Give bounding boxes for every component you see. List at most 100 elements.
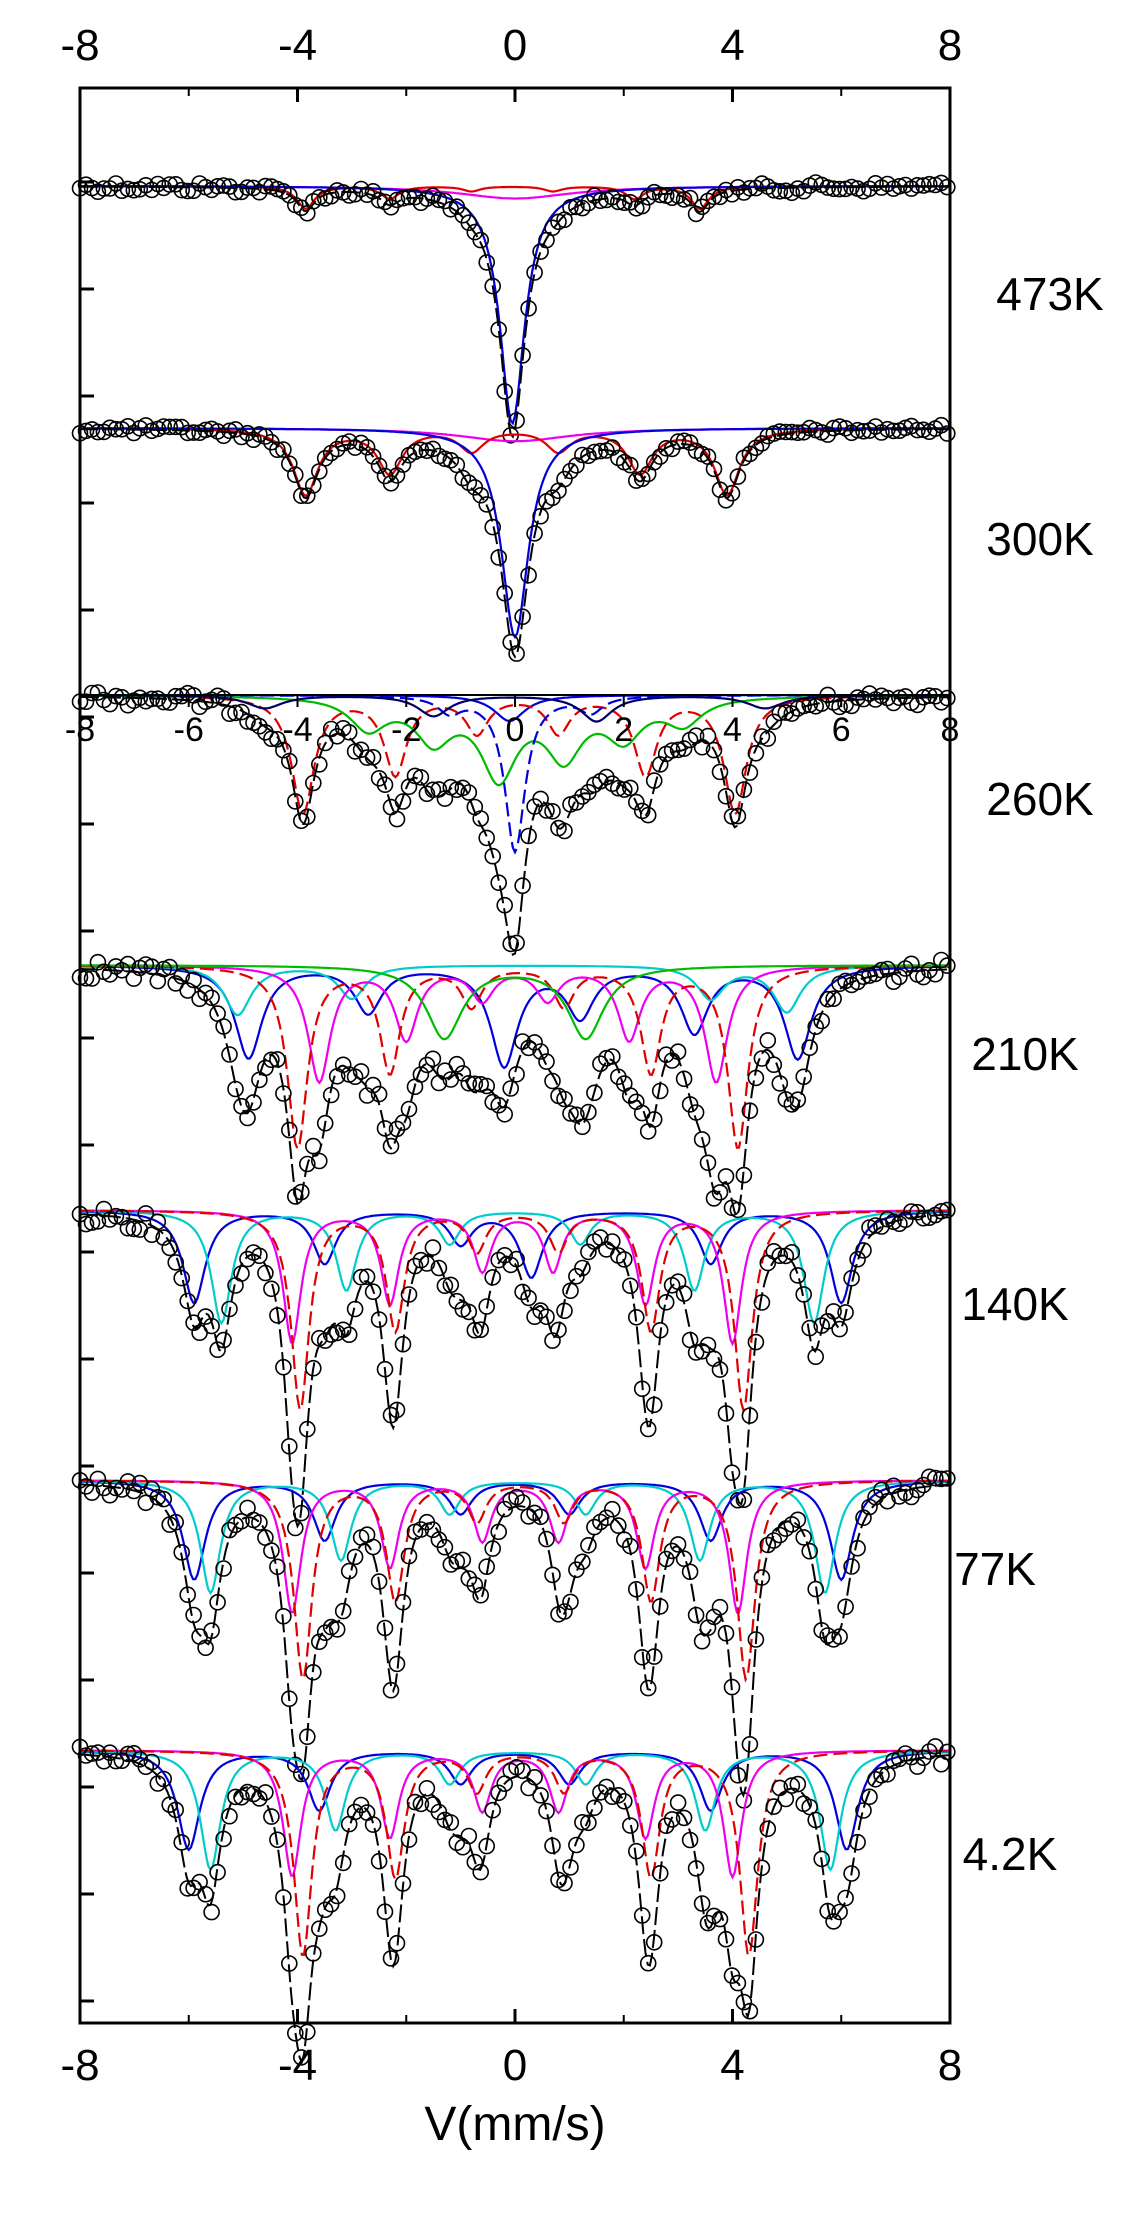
data-point	[472, 1321, 490, 1338]
data-point	[651, 1598, 669, 1615]
inset-tick-label: 8	[941, 711, 960, 749]
data-point	[867, 418, 884, 435]
x-tick-label-bottom: -4	[278, 2041, 317, 2090]
data-point	[400, 1547, 418, 1565]
data-point	[562, 199, 579, 216]
data-point	[382, 1681, 400, 1699]
x-tick-label-top: -8	[60, 21, 99, 70]
data-point	[639, 189, 657, 206]
data-point	[460, 784, 478, 801]
data-point	[245, 179, 262, 197]
data-point	[729, 1201, 747, 1219]
data-point	[334, 1854, 352, 1872]
data-point	[304, 477, 322, 494]
temperature-labels: 473K 300K 260K 210K 140K 77K 4.2K	[954, 268, 1104, 1880]
data-point	[765, 713, 783, 731]
data-point	[532, 507, 549, 525]
data-point	[89, 953, 107, 971]
data-point	[771, 183, 789, 200]
data-point	[137, 1758, 155, 1776]
data-point	[490, 1523, 508, 1541]
data-point	[221, 1046, 238, 1063]
inset-tick-label: 0	[506, 711, 525, 749]
data-point	[915, 1209, 932, 1227]
data-point	[269, 1051, 286, 1068]
data-point	[651, 1865, 669, 1882]
data-point	[669, 741, 687, 759]
data-point	[197, 1639, 214, 1657]
inset-tick-label: -8	[65, 711, 95, 749]
spectrum-210K	[71, 951, 956, 1219]
data-point	[915, 688, 932, 706]
data-point	[310, 756, 328, 773]
data-point	[693, 1343, 711, 1360]
data-point	[556, 1302, 573, 1320]
data-point	[478, 1837, 496, 1855]
data-point	[472, 810, 490, 827]
data-point	[526, 1034, 543, 1051]
data-point	[257, 723, 274, 741]
data-point	[843, 1269, 860, 1287]
data-point	[496, 1500, 514, 1518]
data-point	[825, 1913, 842, 1930]
data-point	[861, 1498, 878, 1516]
data-point	[484, 847, 502, 865]
inset-tick-label: -4	[282, 711, 312, 749]
data-point	[705, 1190, 723, 1207]
data-point	[879, 689, 896, 707]
data-point	[263, 1280, 280, 1298]
data-point	[538, 1053, 555, 1070]
data-point	[783, 705, 801, 722]
data-point	[592, 1055, 609, 1072]
data-point	[436, 1277, 454, 1294]
data-point	[340, 1326, 358, 1343]
data-point	[938, 1743, 956, 1761]
data-point	[813, 1622, 831, 1639]
data-point	[167, 687, 184, 705]
data-point	[394, 1593, 412, 1611]
data-point	[837, 419, 854, 437]
data-point	[855, 1242, 872, 1259]
data-point	[340, 1562, 358, 1580]
data-point	[448, 198, 466, 215]
data-point	[699, 727, 717, 745]
data-point	[574, 1118, 591, 1136]
subspectrum-4.2K-1	[79, 1750, 951, 1872]
x-axis-label: V(mm/s)	[424, 2098, 605, 2151]
data-point	[771, 423, 789, 440]
data-point	[926, 965, 944, 983]
data-point	[586, 1084, 603, 1102]
data-point	[711, 763, 729, 781]
inset-tick-label: -6	[174, 711, 204, 749]
data-point	[825, 1303, 842, 1320]
data-point	[179, 1586, 196, 1603]
data-point	[813, 695, 831, 712]
data-point	[789, 1775, 807, 1793]
data-point	[292, 2049, 310, 2066]
data-point	[466, 1853, 484, 1871]
data-point	[239, 424, 256, 442]
data-point	[544, 1837, 561, 1854]
data-point	[107, 1752, 125, 1770]
data-point	[328, 1887, 346, 1905]
data-point	[514, 1033, 531, 1050]
data-point	[233, 1265, 250, 1282]
data-point	[424, 1050, 442, 1068]
data-point	[568, 198, 585, 216]
x-tick-label-top: 4	[720, 21, 744, 70]
data-point	[687, 1606, 705, 1624]
data-point	[568, 457, 585, 474]
data-point	[346, 186, 364, 203]
data-point	[765, 182, 783, 199]
data-point	[920, 175, 938, 193]
data-point	[879, 1766, 896, 1783]
data-point	[568, 794, 585, 811]
data-point	[119, 1219, 137, 1237]
data-point	[526, 525, 543, 542]
data-point	[179, 982, 196, 999]
data-point	[627, 1581, 645, 1598]
data-point	[777, 704, 795, 721]
data-point	[310, 1920, 328, 1937]
data-point	[807, 1580, 825, 1598]
data-point	[352, 1268, 370, 1286]
